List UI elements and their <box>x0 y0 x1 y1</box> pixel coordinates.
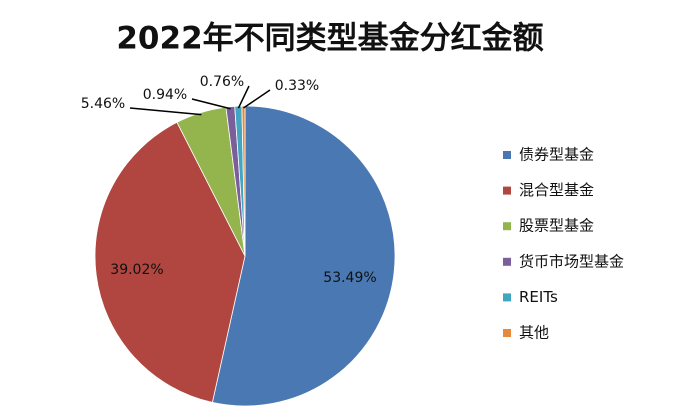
legend-label: 混合型基金 <box>519 181 594 199</box>
legend-swatch <box>503 257 511 266</box>
legend-swatch <box>503 151 511 159</box>
data-label: 39.02% <box>110 262 163 278</box>
leader-line <box>191 98 231 110</box>
legend-label: 其他 <box>519 324 549 342</box>
leader-line <box>243 89 271 109</box>
chart-title: 2022年不同类型基金分红金额 <box>116 21 543 57</box>
pie-slice <box>211 105 396 407</box>
data-label: 0.94% <box>143 87 187 103</box>
legend-label: 债券型基金 <box>519 146 594 164</box>
data-label: 0.33% <box>275 78 319 94</box>
leader-line <box>129 107 202 116</box>
legend-label: REITs <box>519 288 558 306</box>
legend-label: 货币市场型基金 <box>519 252 624 270</box>
legend-swatch <box>503 222 511 231</box>
pie-slice <box>94 121 246 403</box>
data-label: 53.49% <box>323 270 376 286</box>
legend-swatch <box>503 329 511 337</box>
legend-swatch <box>503 186 511 195</box>
pie-slice <box>241 105 246 257</box>
data-label: 5.46% <box>81 96 125 112</box>
legend-label: 股票型基金 <box>519 217 594 235</box>
legend-swatch <box>503 293 511 302</box>
data-label: 0.76% <box>200 74 244 90</box>
leader-line <box>237 85 250 109</box>
